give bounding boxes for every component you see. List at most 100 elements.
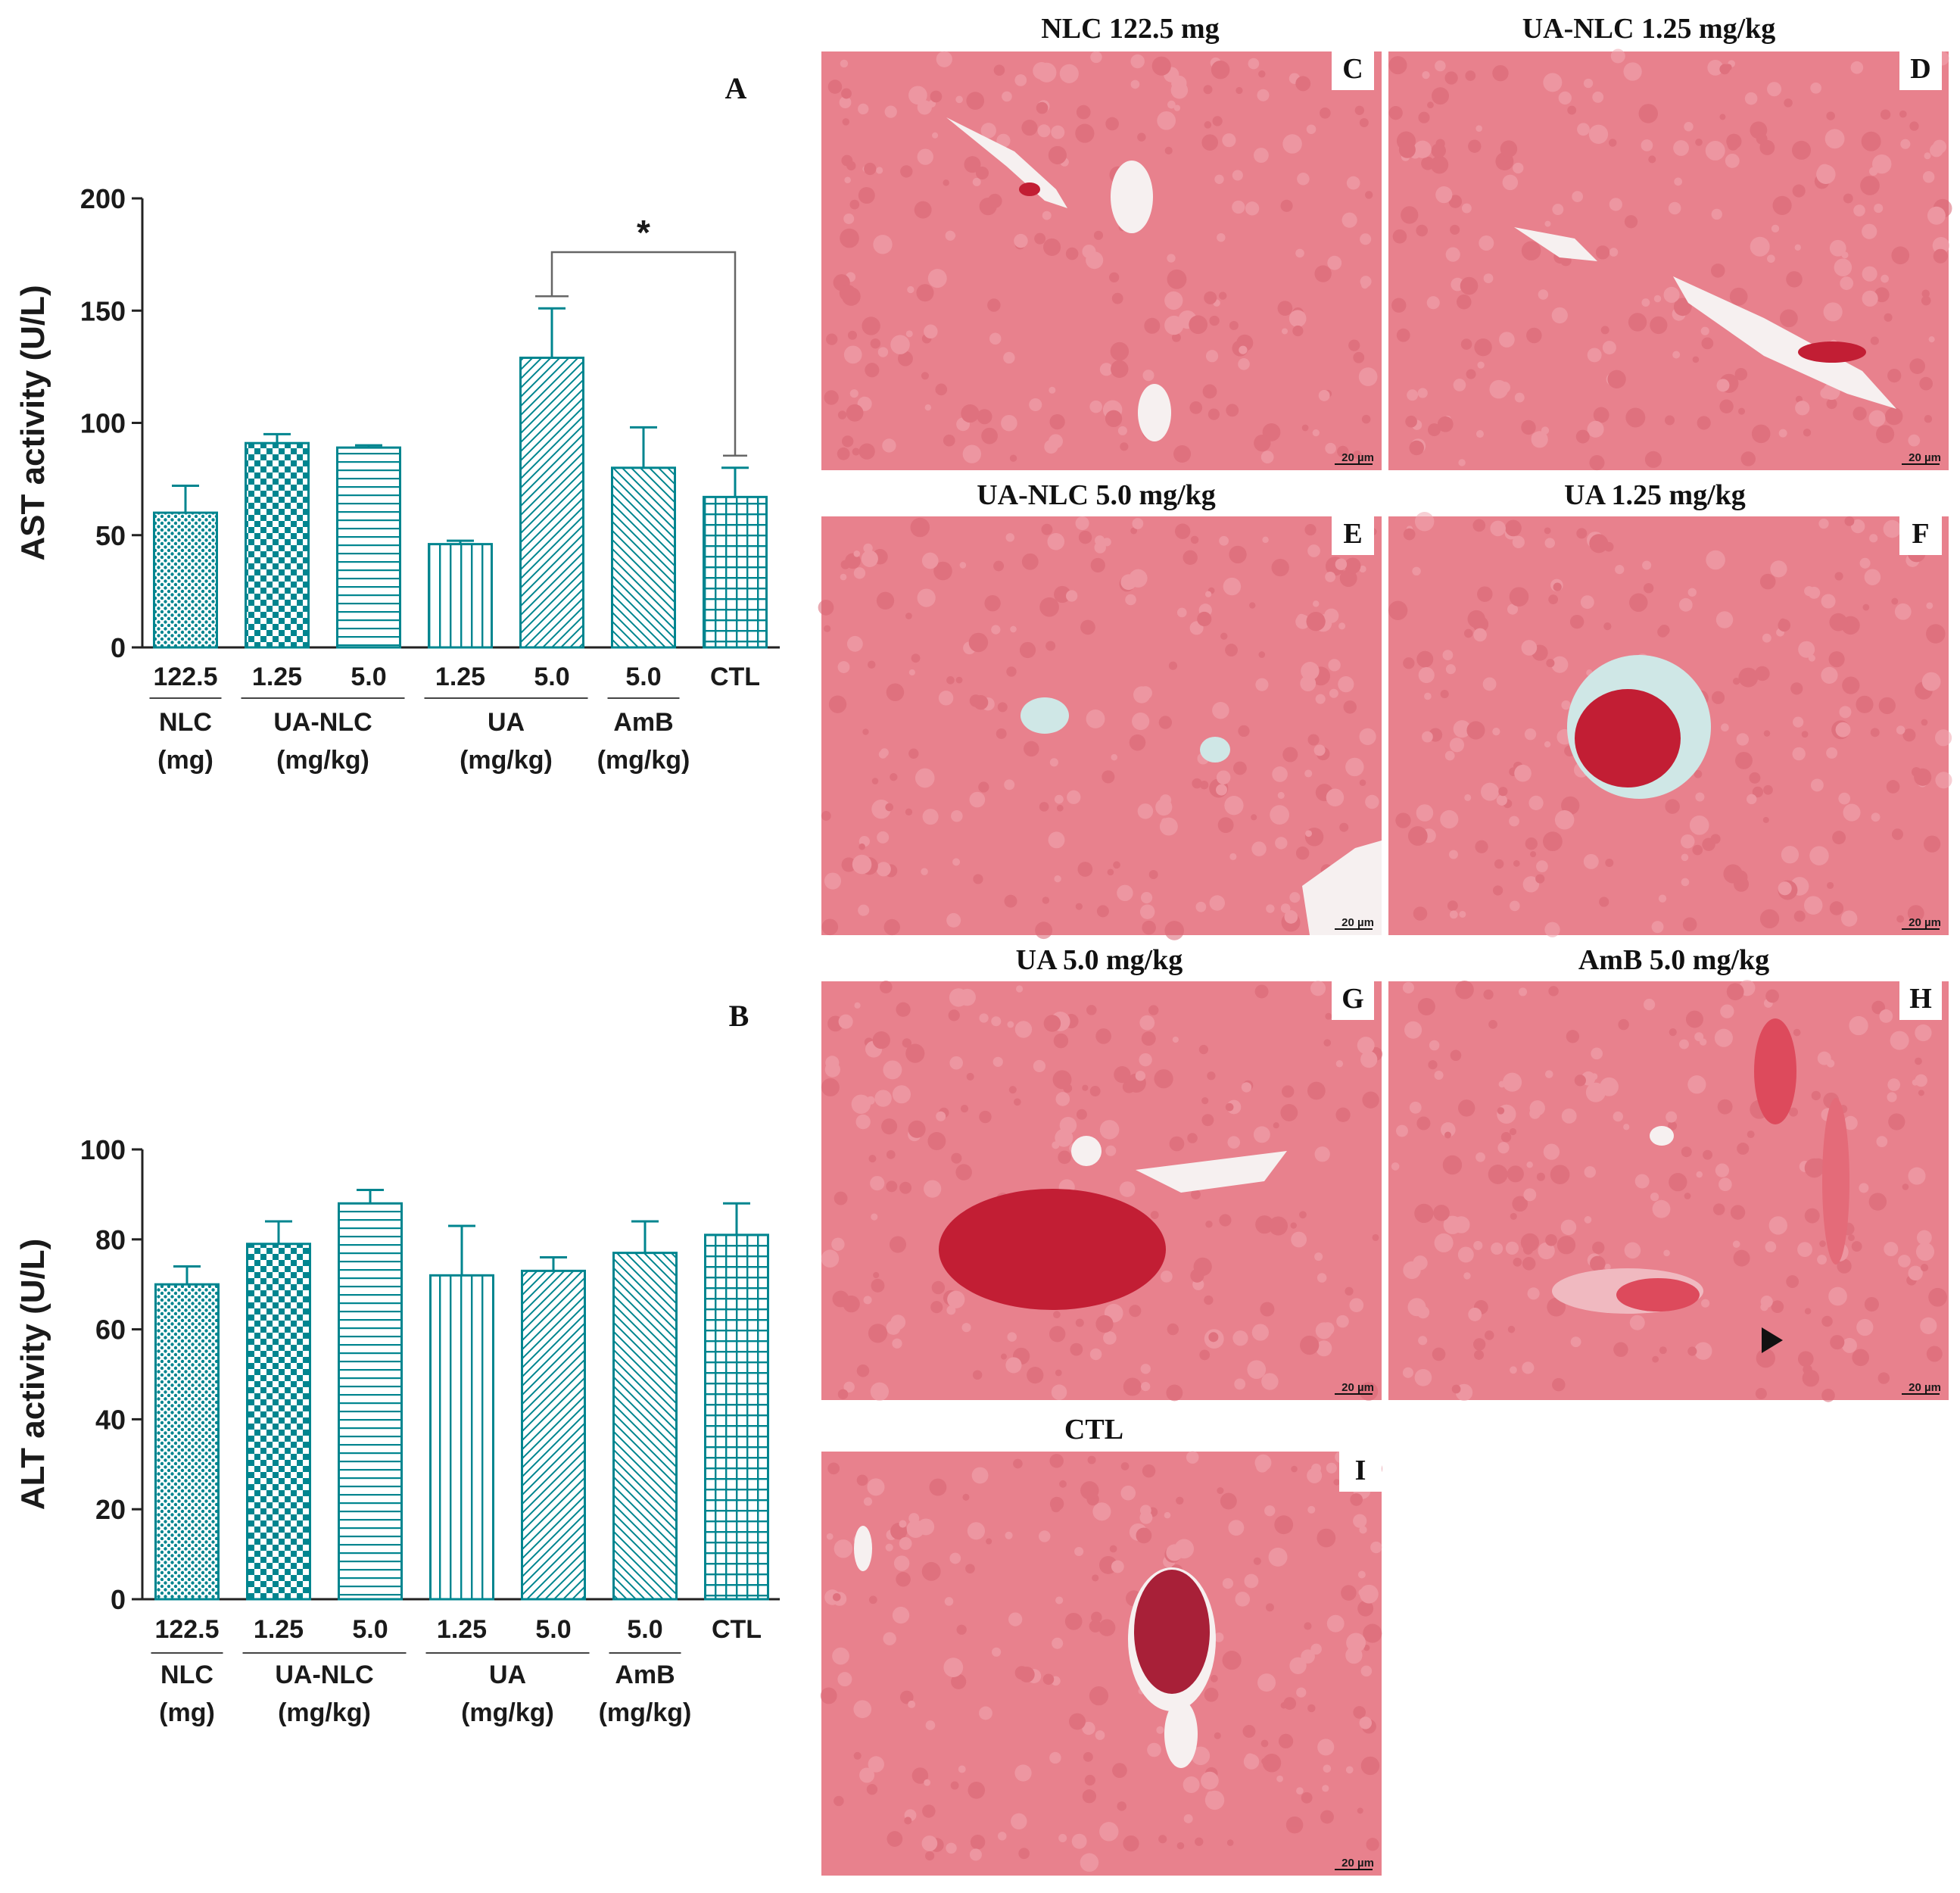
x-tick-label: 5.0 [534, 663, 569, 691]
vessel [1302, 840, 1382, 935]
arrowhead-marker [1762, 1327, 1783, 1353]
micrograph-title: UA 1.25 mg/kg [1564, 479, 1746, 511]
micrograph-panel-f: UA 1.25 mg/kg F 20 µm [1388, 479, 1952, 937]
y-tick-label: 200 [80, 183, 126, 214]
scale-bar-label: 20 µm [1341, 916, 1374, 929]
bar [611, 466, 676, 649]
y-axis-label: ALT activity (U/L) [14, 1239, 51, 1511]
vessel [1071, 1136, 1102, 1166]
bar [245, 441, 310, 649]
group-label: UA [488, 708, 525, 737]
panel-letter-box [1332, 979, 1374, 1020]
vessel [939, 1189, 1166, 1310]
micrograph-title: UA-NLC 5.0 mg/kg [977, 479, 1216, 511]
y-axis-label: AST activity (U/L) [14, 285, 51, 560]
significance-star: * [637, 213, 650, 252]
group-unit: (mg/kg) [278, 1698, 371, 1727]
group-unit: (mg/kg) [599, 1698, 692, 1727]
group-label: UA-NLC [275, 1661, 373, 1689]
y-tick-label: 60 [95, 1314, 126, 1346]
vessel [1798, 341, 1866, 363]
scale-bar-label: 20 µm [1909, 1381, 1941, 1394]
panel-letter: G [1341, 983, 1364, 1015]
panel-letter-b: B [729, 999, 749, 1033]
group-label: NLC [160, 1661, 213, 1689]
bar [612, 1252, 678, 1601]
x-tick-label: 122.5 [154, 1615, 219, 1644]
y-tick-label: 0 [111, 1584, 126, 1615]
vessel [1754, 1018, 1796, 1124]
chart-a-ast: 0 50 100 150 200 AST activity (U/L) 122.5 1.25 5… [14, 183, 780, 775]
x-tick-label: 1.25 [254, 1615, 304, 1644]
bar [519, 357, 584, 649]
panel-letter: E [1343, 518, 1362, 550]
x-tick-label: 5.0 [625, 663, 661, 691]
y-tick-label: 50 [95, 520, 126, 551]
x-tick-label: 1.25 [435, 663, 485, 691]
bar [429, 1274, 494, 1601]
vessel [1673, 276, 1896, 409]
vessel [1616, 1278, 1700, 1311]
group-label: AmB [615, 1661, 675, 1689]
vessel [1136, 1151, 1287, 1193]
panel-letter: F [1912, 518, 1929, 550]
micrograph-title: CTL [1064, 1414, 1123, 1445]
tissue-image [1388, 981, 1949, 1400]
scale-bar-label: 20 µm [1909, 916, 1941, 929]
vessel [1019, 182, 1040, 196]
group-label: UA-NLC [273, 708, 372, 737]
vessel [1650, 1126, 1674, 1146]
scale-bar-label: 20 µm [1341, 451, 1374, 464]
group-unit: (mg/kg) [597, 746, 690, 775]
bar [154, 1283, 220, 1601]
micrograph-panel-c: NLC 122.5 mg C 20 µm [821, 13, 1382, 470]
x-tick-label: 5.0 [627, 1615, 662, 1644]
panel-letter-box [1332, 49, 1374, 90]
group-label: NLC [159, 708, 212, 737]
vessel [854, 1526, 872, 1571]
x-tick-label: 5.0 [351, 663, 386, 691]
x-tick-label: 1.25 [252, 663, 302, 691]
bar [338, 1202, 403, 1601]
chart-b-alt: 0 20 40 60 80 100 ALT activity (U/L) 122.5 1.25 5… [14, 1134, 780, 1727]
micrograph-title: NLC 122.5 mg [1041, 13, 1219, 45]
panel-letter-box [1899, 979, 1942, 1020]
x-tick-label: CTL [712, 1615, 762, 1644]
vessel [1164, 1700, 1198, 1768]
vessel [1822, 1098, 1849, 1265]
bar [704, 1233, 769, 1601]
vessel [1111, 161, 1153, 233]
micrograph-panel-d: UA-NLC 1.25 mg/kg D 20 µm [1388, 13, 1952, 471]
bar [246, 1243, 311, 1601]
y-tick-label: 150 [80, 295, 126, 326]
vessel [1021, 697, 1069, 734]
vessel [1575, 689, 1681, 787]
group-label: UA [489, 1661, 526, 1689]
bar [336, 446, 401, 649]
bar [153, 511, 218, 649]
panel-letter: I [1355, 1455, 1366, 1486]
micrograph-panel-e: UA-NLC 5.0 mg/kg E 20 µm [818, 479, 1382, 940]
panel-letter-box [1339, 1451, 1382, 1492]
scale-bar-label: 20 µm [1341, 1857, 1374, 1870]
x-tick-label: 5.0 [535, 1615, 571, 1644]
bar [521, 1269, 586, 1601]
group-label: AmB [613, 708, 673, 737]
panel-letter-box [1332, 514, 1374, 555]
panel-letter-box [1899, 49, 1942, 90]
panel-letter: H [1909, 983, 1932, 1015]
micrograph-title: UA 5.0 mg/kg [1016, 944, 1183, 976]
x-tick-label: 122.5 [153, 663, 217, 691]
group-unit: (mg/kg) [461, 1698, 554, 1727]
scale-bar-label: 20 µm [1909, 451, 1941, 464]
micrograph-title: AmB 5.0 mg/kg [1578, 944, 1769, 976]
group-unit: (mg/kg) [276, 746, 369, 775]
panel-letter: C [1342, 53, 1363, 85]
significance-bracket [550, 251, 737, 456]
vessel [1134, 1570, 1210, 1694]
vessel [1138, 384, 1171, 441]
micrograph-panel-g: UA 5.0 mg/kg G 20 µm [821, 944, 1383, 1402]
y-tick-label: 80 [95, 1224, 126, 1255]
y-tick-label: 100 [80, 1134, 126, 1165]
group-unit: (mg/kg) [460, 746, 553, 775]
